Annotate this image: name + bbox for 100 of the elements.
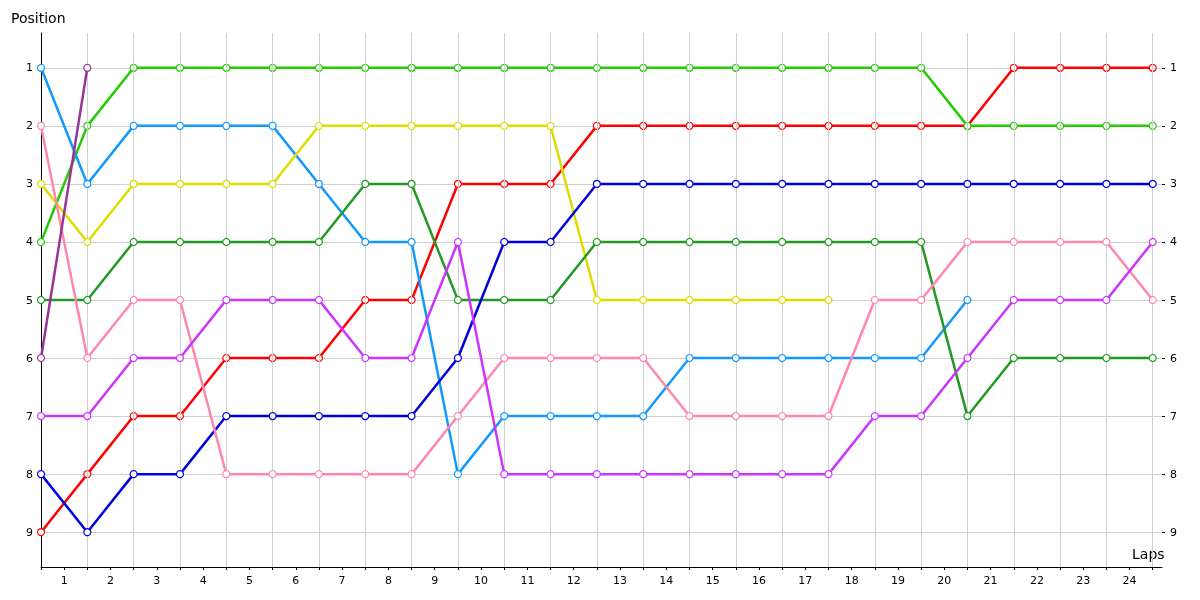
x-tick-label: 19 xyxy=(890,574,905,587)
point xyxy=(778,353,787,363)
point xyxy=(592,179,601,189)
point xyxy=(824,353,833,363)
x-tick-label: 4 xyxy=(199,574,207,587)
point xyxy=(36,121,46,130)
point xyxy=(83,295,92,305)
point xyxy=(963,237,972,247)
point xyxy=(824,295,833,305)
point xyxy=(36,353,46,363)
point xyxy=(361,237,370,247)
point xyxy=(1148,237,1157,247)
y-axis-title: Position xyxy=(11,10,66,26)
x-tick-label: 10 xyxy=(474,574,489,587)
point xyxy=(731,411,740,421)
point xyxy=(500,121,509,130)
x-tick-label: 16 xyxy=(752,574,766,587)
point xyxy=(963,353,972,363)
x-tick-label: 22 xyxy=(1029,574,1044,587)
point xyxy=(639,237,648,247)
x-tick-label: 21 xyxy=(983,574,998,587)
x-tick-label: 18 xyxy=(844,574,859,587)
x-tick-label: 6 xyxy=(292,574,300,587)
point xyxy=(546,295,555,305)
point xyxy=(592,295,601,305)
point xyxy=(917,353,926,363)
point xyxy=(361,121,370,130)
point xyxy=(963,179,972,189)
y2-tick-label: 5 xyxy=(1170,293,1177,307)
point xyxy=(453,237,462,247)
point xyxy=(407,121,416,130)
x-tick-label: 14 xyxy=(659,574,674,587)
point xyxy=(639,470,648,479)
point xyxy=(1102,353,1111,363)
point xyxy=(870,353,879,363)
point xyxy=(36,179,46,189)
point xyxy=(129,121,138,130)
y-tick-label: 1 xyxy=(26,61,33,75)
point xyxy=(546,353,555,363)
x-tick-label: 3 xyxy=(153,574,161,587)
point xyxy=(453,295,462,305)
x-tick-label: 23 xyxy=(1076,574,1091,587)
point xyxy=(129,353,138,363)
point xyxy=(731,237,740,247)
x-axis-title: Laps xyxy=(1132,546,1165,562)
point xyxy=(1102,295,1111,305)
point xyxy=(83,237,92,247)
point xyxy=(778,470,787,479)
x-tick-label: 13 xyxy=(613,574,628,587)
point xyxy=(1056,353,1065,363)
point xyxy=(685,237,694,247)
point xyxy=(870,295,879,305)
x-tick-label: 1 xyxy=(60,574,68,587)
point xyxy=(268,295,277,305)
point xyxy=(685,179,694,189)
y2-tick-label: 2 xyxy=(1170,119,1177,133)
point xyxy=(36,295,46,305)
point xyxy=(546,121,555,130)
point xyxy=(175,470,185,479)
point xyxy=(407,237,416,247)
point xyxy=(361,411,370,421)
point xyxy=(314,470,324,479)
point xyxy=(1056,237,1065,247)
y2-tick-label: 3 xyxy=(1170,177,1177,191)
x-tick-label: 5 xyxy=(245,574,253,587)
point xyxy=(407,411,416,421)
point xyxy=(870,179,879,189)
y2-tick-label: 4 xyxy=(1170,235,1177,249)
y-tick-label: 4 xyxy=(26,235,33,249)
point xyxy=(778,295,787,305)
point xyxy=(1102,237,1111,247)
point xyxy=(222,121,231,130)
point xyxy=(963,411,972,421)
point xyxy=(685,411,694,421)
point xyxy=(175,237,185,247)
point xyxy=(268,121,277,130)
point xyxy=(917,179,926,189)
point xyxy=(314,295,324,305)
x-tick-label: 7 xyxy=(338,574,346,587)
point xyxy=(824,179,833,189)
point xyxy=(685,470,694,479)
x-tick-label: 15 xyxy=(705,574,720,587)
point xyxy=(83,353,92,363)
y2-tick-label: 9 xyxy=(1170,525,1177,539)
y-tick-label: 9 xyxy=(26,525,33,539)
point xyxy=(870,411,879,421)
point xyxy=(731,470,740,479)
point xyxy=(36,411,46,421)
x-tick-label: 9 xyxy=(431,574,439,587)
point xyxy=(546,470,555,479)
point xyxy=(731,295,740,305)
point xyxy=(917,237,926,247)
point xyxy=(222,295,231,305)
point xyxy=(83,63,92,72)
point xyxy=(1009,295,1018,305)
point xyxy=(129,179,138,189)
point xyxy=(453,353,462,363)
point xyxy=(314,411,324,421)
point xyxy=(175,353,185,363)
point xyxy=(175,295,185,305)
